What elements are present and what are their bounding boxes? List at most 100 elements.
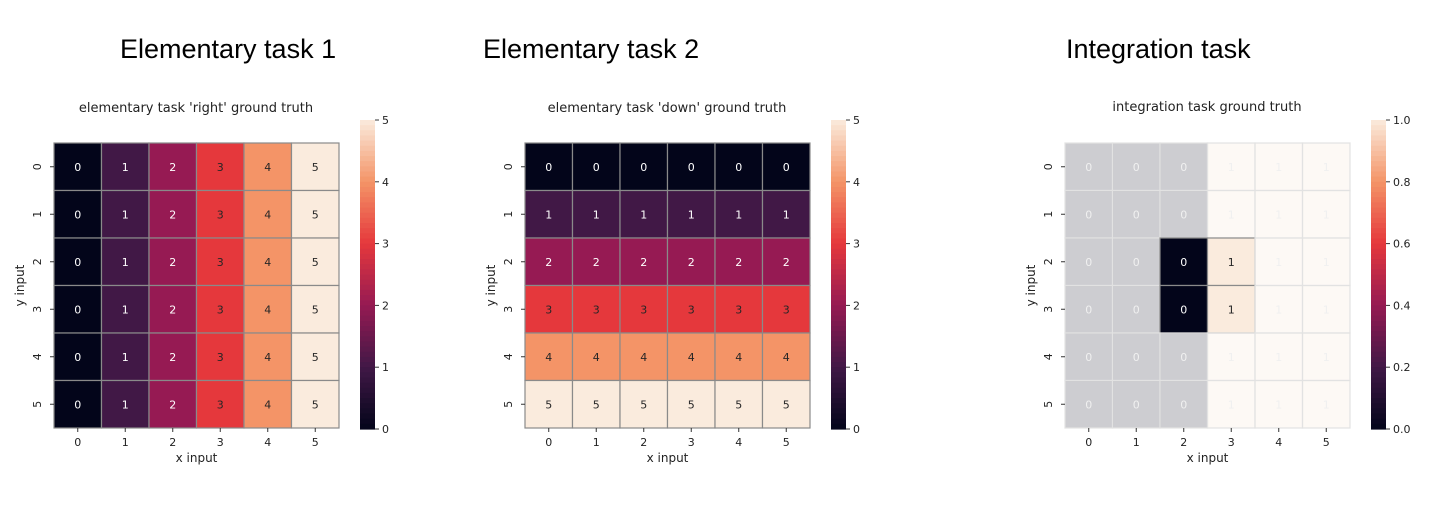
colorbar-segment: [831, 176, 846, 183]
cell-value-label: 4: [264, 161, 271, 174]
cell-value-label: 0: [1085, 303, 1092, 316]
x-tick-label: 4: [1275, 436, 1282, 449]
x-tick-label: 5: [312, 436, 319, 449]
colorbar-segment: [1371, 238, 1386, 245]
cell-value-label: 5: [312, 256, 319, 269]
colorbar-segment: [360, 295, 375, 301]
colorbar-tick-label: 0: [382, 423, 389, 436]
colorbar-segment: [1371, 413, 1386, 420]
y-tick-label: 0: [1042, 163, 1055, 170]
colorbar-segment: [1371, 372, 1386, 379]
colorbar-segment: [360, 186, 375, 193]
colorbar-tick-label: 5: [382, 114, 389, 127]
colorbar-segment: [360, 320, 375, 327]
colorbar-segment: [1371, 269, 1386, 276]
cell-value-label: 0: [1180, 161, 1187, 174]
colorbar-segment: [360, 274, 375, 281]
cell-value-label: 0: [545, 161, 552, 174]
y-tick-label: 2: [502, 258, 515, 265]
cell-value-label: 3: [217, 161, 224, 174]
heatmap-cell: [1206, 379, 1256, 429]
cell-value-label: 0: [1180, 256, 1187, 269]
colorbar-segment: [1371, 336, 1386, 343]
colorbar-segment: [831, 238, 846, 245]
colorbar-segment: [360, 166, 375, 173]
colorbar-segment: [831, 233, 846, 240]
heatmap-cell: [761, 332, 811, 382]
colorbar-segment: [360, 377, 375, 384]
cell-value-label: 3: [217, 208, 224, 221]
colorbar-segment: [1371, 320, 1386, 327]
cell-value-label: 1: [1323, 161, 1330, 174]
cell-value-label: 1: [122, 351, 129, 364]
colorbar-segment: [1371, 140, 1386, 147]
colorbar-segment: [1371, 351, 1386, 358]
y-tick-label: 1: [502, 211, 515, 218]
x-axis-label: x input: [647, 451, 689, 465]
cell-value-label: 5: [312, 161, 319, 174]
heatmap-cell: [148, 284, 198, 334]
colorbar-segment: [1371, 418, 1386, 425]
colorbar-segment: [360, 403, 375, 409]
colorbar-segment: [360, 346, 375, 353]
cell-value-label: 1: [122, 208, 129, 221]
cell-value-label: 1: [1275, 256, 1282, 269]
heatmap-cell: [53, 332, 103, 382]
colorbar-segment: [360, 289, 375, 296]
cell-value-label: 0: [1133, 256, 1140, 269]
colorbar-segment: [360, 264, 375, 270]
colorbar-segment: [360, 326, 375, 332]
colorbar-segment: [360, 418, 375, 425]
x-tick-label: 3: [688, 436, 695, 449]
cell-value-label: 0: [1180, 208, 1187, 221]
y-tick-label: 0: [502, 163, 515, 170]
colorbar-segment: [831, 372, 846, 379]
colorbar-segment: [1371, 145, 1386, 152]
colorbar-segment: [831, 284, 846, 291]
colorbar-segment: [1371, 387, 1386, 394]
colorbar-segment: [360, 413, 375, 420]
colorbar-segment: [360, 212, 375, 219]
colorbar-segment: [1371, 248, 1386, 255]
colorbar-tick-label: 5: [853, 114, 860, 127]
colorbar-tick-label: 3: [382, 238, 389, 251]
cell-value-label: 0: [1085, 256, 1092, 269]
cell-value-label: 0: [640, 161, 647, 174]
colorbar-segment: [360, 161, 375, 167]
heatmap-cell: [571, 284, 621, 334]
cell-value-label: 1: [593, 208, 600, 221]
colorbar-segment: [831, 331, 846, 337]
heatmap-cell: [619, 189, 669, 239]
colorbar-segment: [1371, 125, 1386, 131]
x-tick-label: 3: [217, 436, 224, 449]
cell-value-label: 1: [1323, 256, 1330, 269]
y-axis-label: y input: [1024, 264, 1038, 306]
heatmap-cell: [619, 284, 669, 334]
cell-value-label: 0: [1085, 398, 1092, 411]
colorbar-segment: [831, 346, 846, 353]
colorbar-segment: [831, 228, 846, 234]
colorbar-segment: [360, 253, 375, 260]
heatmap-cell: [243, 237, 293, 287]
heatmap-cell: [195, 237, 245, 287]
colorbar-segment: [360, 382, 375, 389]
colorbar-segment: [831, 150, 846, 157]
cell-value-label: 4: [264, 256, 271, 269]
cell-value-label: 0: [783, 161, 790, 174]
colorbar-segment: [1371, 300, 1386, 306]
colorbar-segment: [831, 217, 846, 224]
colorbar-segment: [831, 300, 846, 306]
y-tick-label: 1: [31, 211, 44, 218]
colorbar-segment: [360, 387, 375, 394]
x-tick-label: 2: [640, 436, 647, 449]
y-tick-label: 3: [502, 306, 515, 313]
cell-value-label: 5: [593, 398, 600, 411]
x-tick-label: 0: [545, 436, 552, 449]
cell-value-label: 3: [217, 256, 224, 269]
cell-value-label: 0: [74, 303, 81, 316]
cell-value-label: 5: [640, 398, 647, 411]
cell-value-label: 1: [1228, 208, 1235, 221]
cell-value-label: 3: [217, 351, 224, 364]
colorbar-segment: [831, 279, 846, 286]
colorbar-segment: [831, 269, 846, 276]
